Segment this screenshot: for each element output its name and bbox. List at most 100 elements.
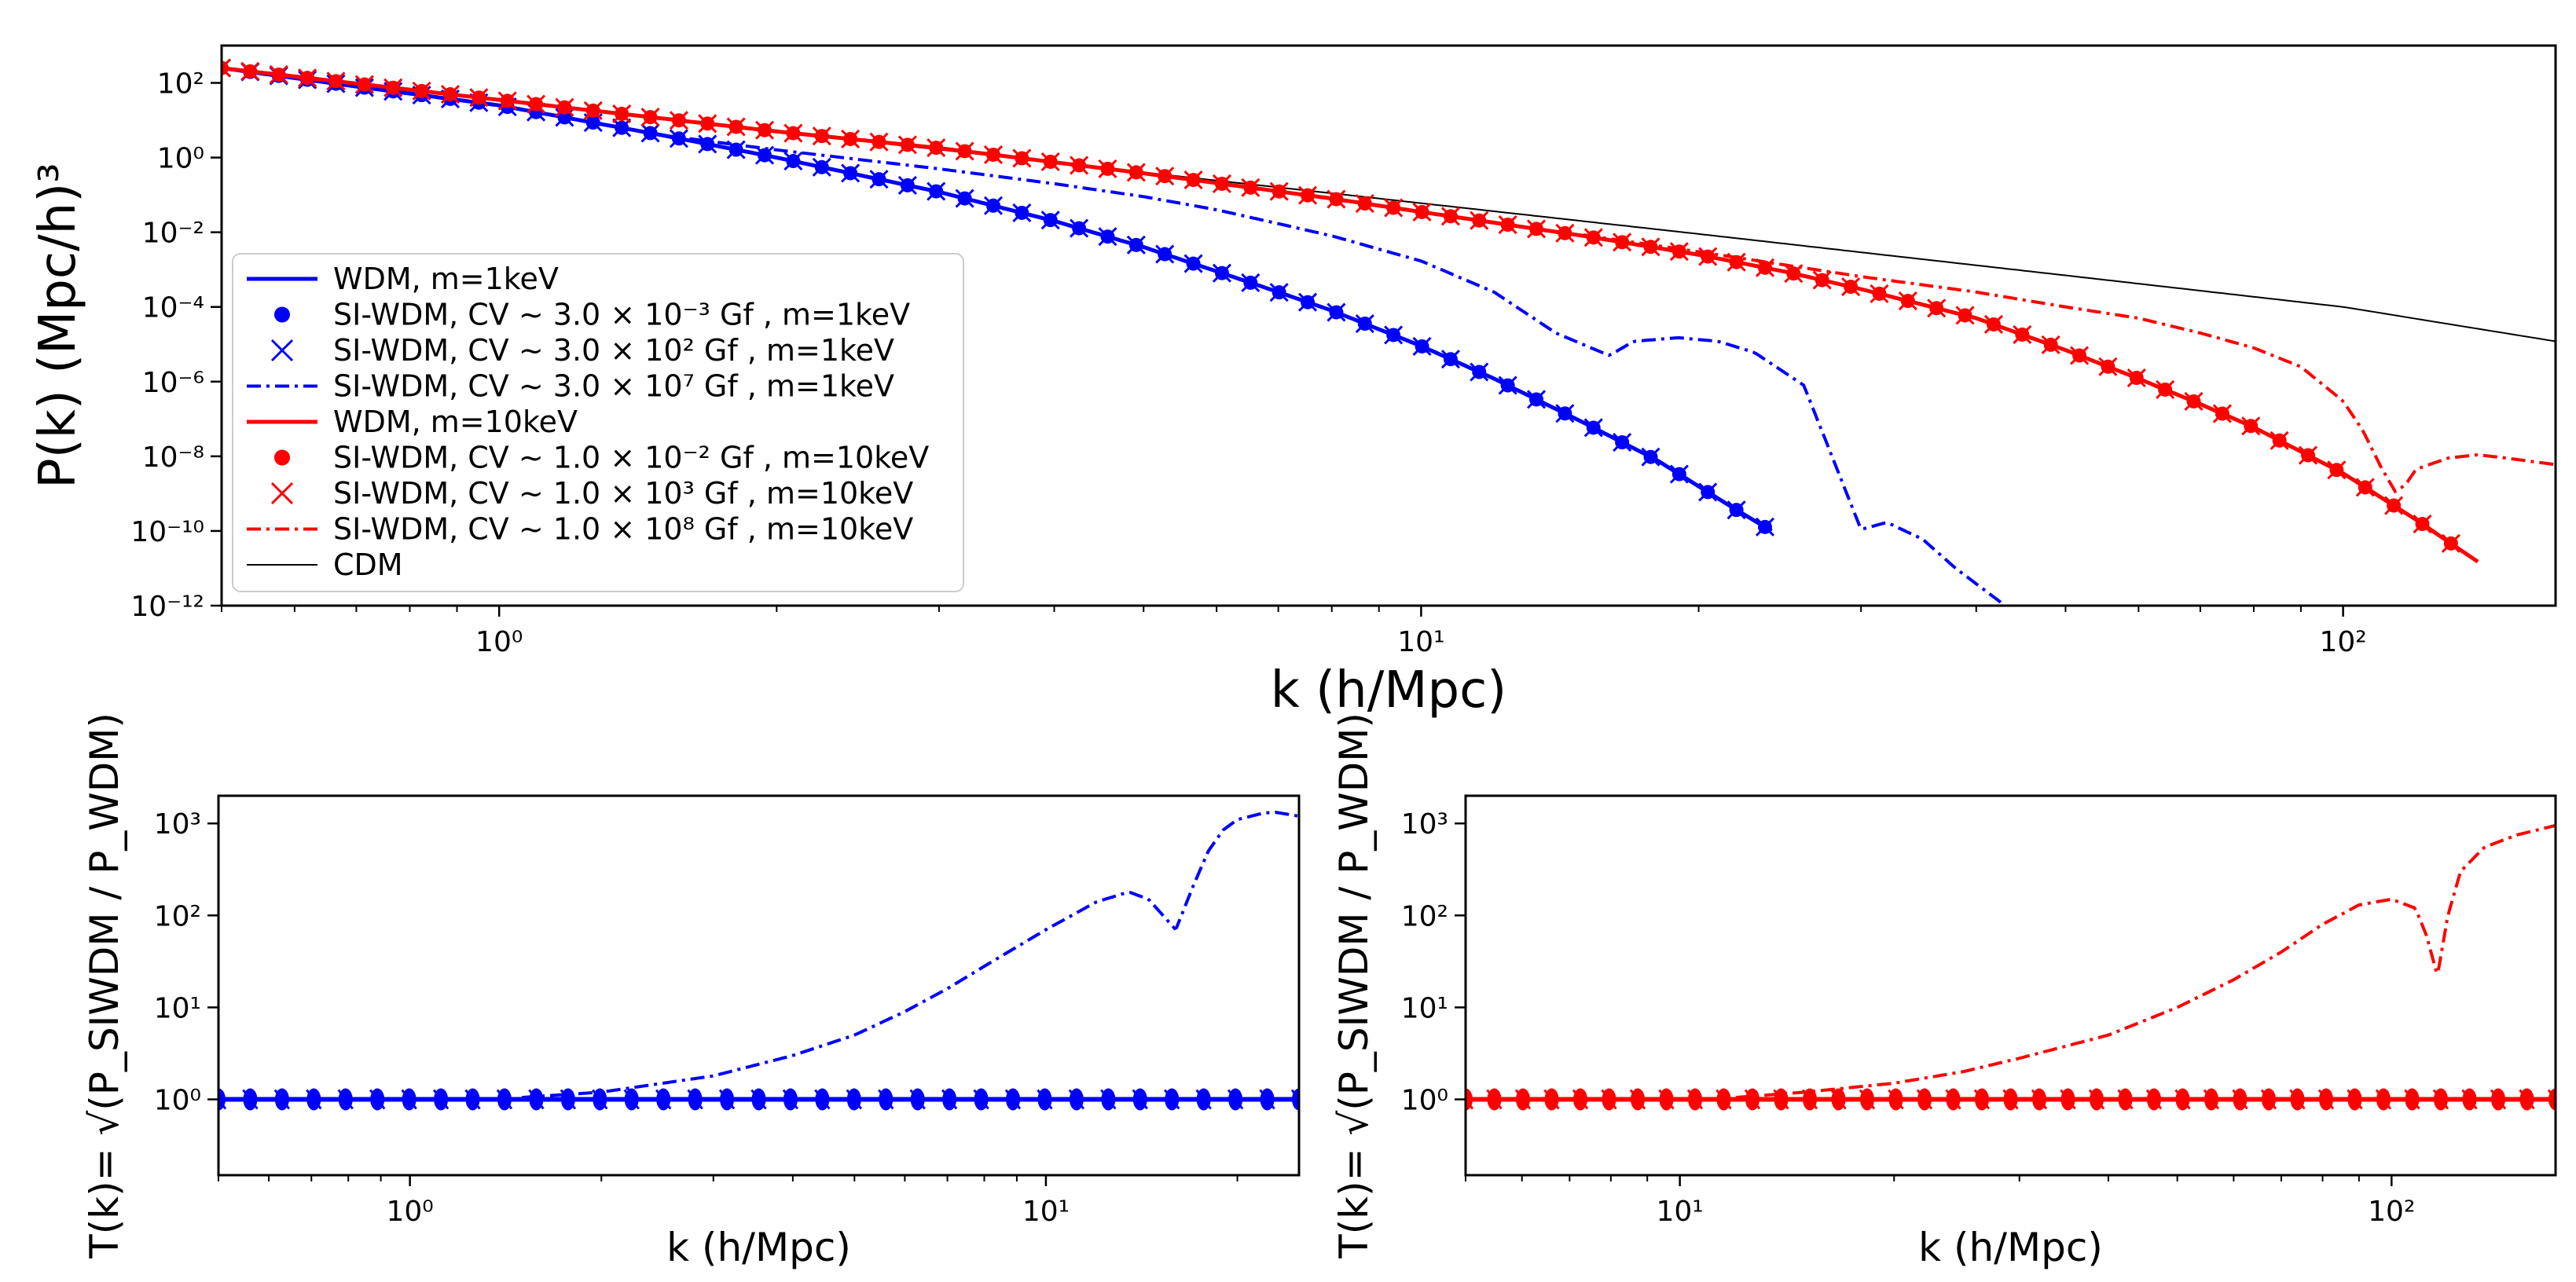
data-point-x [1983, 314, 2004, 335]
series-line [661, 134, 2006, 606]
data-point-x [812, 157, 831, 177]
data-point-x [1412, 336, 1432, 357]
data-point-x [2203, 1089, 2220, 1110]
legend-handle [274, 306, 290, 323]
data-point-x [1686, 1089, 1704, 1110]
data-point-x [401, 1089, 417, 1110]
data-point-x [2519, 1089, 2535, 1110]
data-point-x [218, 1097, 227, 1110]
data-point-x [1259, 1089, 1275, 1110]
series-line [1583, 233, 2556, 494]
data-point-x [783, 123, 803, 143]
data-point-x [1412, 202, 1432, 222]
data-point-x [718, 1089, 736, 1110]
y-axis-title: T(k)= √(P_SIWDM / P_WDM) [82, 712, 127, 1259]
y-tick-label: 10⁰ [157, 143, 204, 175]
data-point-x [1526, 219, 1547, 239]
data-point-x [2069, 346, 2090, 365]
data-point-x [1004, 1089, 1022, 1110]
data-point-x [1812, 270, 1832, 290]
y-tick-label: 10⁻² [142, 218, 204, 250]
data-point-x [1945, 1089, 1961, 1110]
data-point-x [222, 58, 232, 78]
series-group [218, 811, 1299, 1111]
plot-frame [220, 44, 2557, 607]
x-axis-title: k (h/Mpc) [1271, 661, 1507, 720]
y-tick-label: 10¹ [1401, 992, 1448, 1024]
data-point-x [1888, 1089, 1904, 1110]
y-tick-label: 10⁻⁶ [142, 367, 204, 399]
data-point-x [1384, 198, 1404, 218]
data-point-x [1070, 156, 1089, 175]
minor-ticks [218, 1175, 1238, 1181]
legend-label: WDM, m=10keV [333, 405, 578, 439]
x-tick-label: 10⁰ [475, 626, 523, 658]
data-point-x [983, 196, 1004, 215]
data-point-x [2060, 1089, 2076, 1110]
data-point-x [1355, 193, 1374, 214]
data-point-x [1841, 277, 1861, 297]
data-point-x [750, 1089, 767, 1110]
data-point-x [1327, 189, 1346, 209]
data-point-x [1859, 1089, 1876, 1110]
data-point-x [640, 108, 660, 127]
y-tick-label: 10⁻¹² [130, 591, 204, 623]
data-point-x [1916, 1089, 1933, 1110]
data-point-x [1040, 152, 1060, 172]
data-point-x [1212, 263, 1232, 283]
legend-label: SI-WDM, CV ~ 3.0 × 10⁷ Gf , m=1keV [333, 369, 894, 404]
data-point-x [1100, 1089, 1117, 1110]
series-1 [1736, 823, 2556, 1099]
y-tick-label: 10² [154, 900, 201, 932]
data-point-x [669, 111, 688, 130]
data-point-x [1297, 292, 1318, 312]
data-point-x [1583, 418, 1603, 438]
data-point-x [1498, 215, 1517, 235]
data-point-x [612, 118, 632, 137]
y-tick-label: 10⁻⁸ [142, 441, 204, 474]
data-point-x [655, 1089, 672, 1110]
transfer-function-10kev-panel: 10¹ 10² 10⁰ 10¹ 10² 10³ k (h/Mpc) T(k)= √(P_SIW… [1331, 712, 2557, 1270]
series-line [522, 811, 1299, 1099]
data-point-x [2260, 1089, 2277, 1110]
data-point-x [1183, 170, 1203, 190]
data-point-x [1613, 233, 1632, 252]
data-point-x [1327, 302, 1346, 322]
data-point-x [2317, 1089, 2335, 1110]
data-point-x [528, 1089, 545, 1110]
data-point-x [1098, 227, 1117, 247]
data-point-x [1526, 390, 1547, 409]
data-point-x [337, 1089, 354, 1110]
data-point-x [326, 71, 346, 91]
data-point [222, 60, 229, 75]
data-point-x [1641, 237, 1660, 257]
data-point-x [1012, 203, 1032, 223]
data-point-x [273, 1089, 291, 1110]
data-point-x [354, 75, 374, 94]
data-point-x [1290, 1089, 1299, 1102]
data-point-x [869, 132, 889, 152]
data-point-x [555, 97, 574, 117]
data-point-x [2289, 1089, 2306, 1110]
data-point-x [1514, 1089, 1532, 1110]
data-point-x [1555, 223, 1575, 243]
power-spectrum-panel: 10⁰ 10¹ 10² 10⁻¹² 10⁻¹⁰ 10⁻⁸ 10⁻⁶ 10⁻⁴ 10⁻² 10⁰ 10… [29, 44, 2557, 720]
legend-label: WDM, m=1keV [333, 262, 559, 296]
series-1 [522, 811, 1299, 1099]
data-point-x [306, 1089, 322, 1110]
data-point-x [2432, 1089, 2449, 1110]
data-point-x [412, 81, 431, 101]
data-point-x [1012, 148, 1032, 168]
data-point-x [1126, 235, 1146, 255]
series-2 [661, 134, 2006, 606]
transfer-function-1kev-panel: 10⁰ 10¹ 10⁰ 10¹ 10² 10³ k (h/Mpc) T(k)= √(P_SIW… [82, 712, 1301, 1270]
y-tick-label: 10⁰ [154, 1085, 201, 1117]
data-point-x [841, 129, 861, 149]
data-point-x [1669, 242, 1689, 262]
legend-handle [270, 482, 294, 505]
data-point-x [432, 1089, 450, 1110]
data-point-x [2490, 1089, 2507, 1110]
data-point-x [2098, 357, 2118, 376]
data-point-x [2184, 391, 2204, 412]
data-point-x [2355, 478, 2375, 497]
